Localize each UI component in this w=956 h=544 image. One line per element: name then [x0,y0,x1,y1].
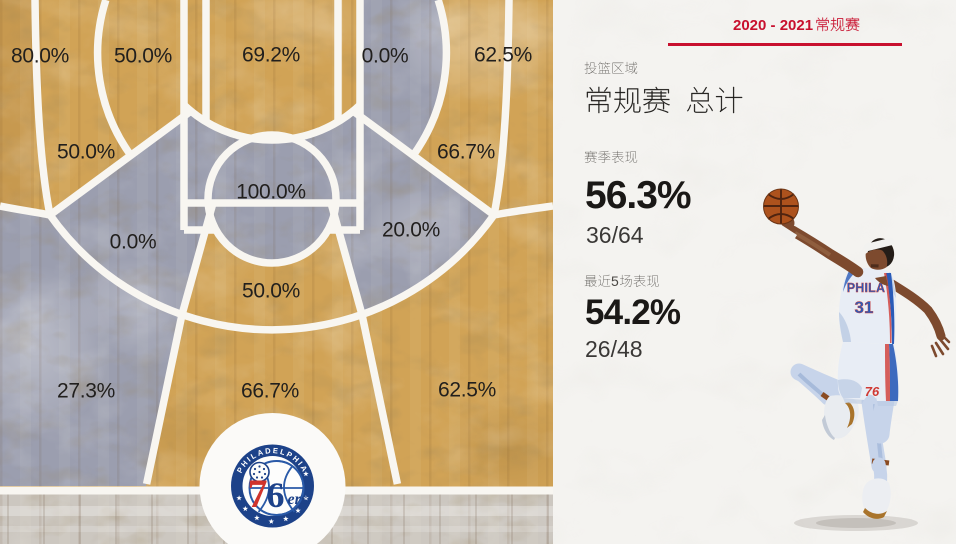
svg-text:50.0%: 50.0% [57,141,115,164]
svg-text:69.2%: 69.2% [242,44,300,67]
svg-text:100.0%: 100.0% [236,181,305,204]
svg-text:ers: ers [288,491,308,508]
svg-text:7: 7 [248,471,268,516]
svg-text:0.0%: 0.0% [362,45,409,68]
svg-text:80.0%: 80.0% [11,45,69,68]
svg-text:54.2%: 54.2% [585,293,681,332]
svg-text:PHILA: PHILA [847,281,886,295]
svg-text:62.5%: 62.5% [438,379,496,402]
svg-text:31: 31 [855,298,874,317]
svg-text:2020 - 2021: 2020 - 2021 [733,17,813,34]
svg-text:5: 5 [611,273,619,289]
svg-text:26/48: 26/48 [585,336,643,362]
svg-text:66.7%: 66.7% [241,380,299,403]
svg-text:66.7%: 66.7% [437,141,495,164]
svg-text:0.0%: 0.0% [110,231,157,254]
svg-text:50.0%: 50.0% [114,45,172,68]
svg-text:76: 76 [865,384,880,399]
svg-text:6: 6 [267,475,285,515]
svg-text:20.0%: 20.0% [382,219,440,242]
svg-text:50.0%: 50.0% [242,280,300,303]
svg-text:36/64: 36/64 [586,222,644,248]
svg-text:62.5%: 62.5% [474,44,532,67]
svg-text:56.3%: 56.3% [585,174,691,217]
svg-text:27.3%: 27.3% [57,380,115,403]
